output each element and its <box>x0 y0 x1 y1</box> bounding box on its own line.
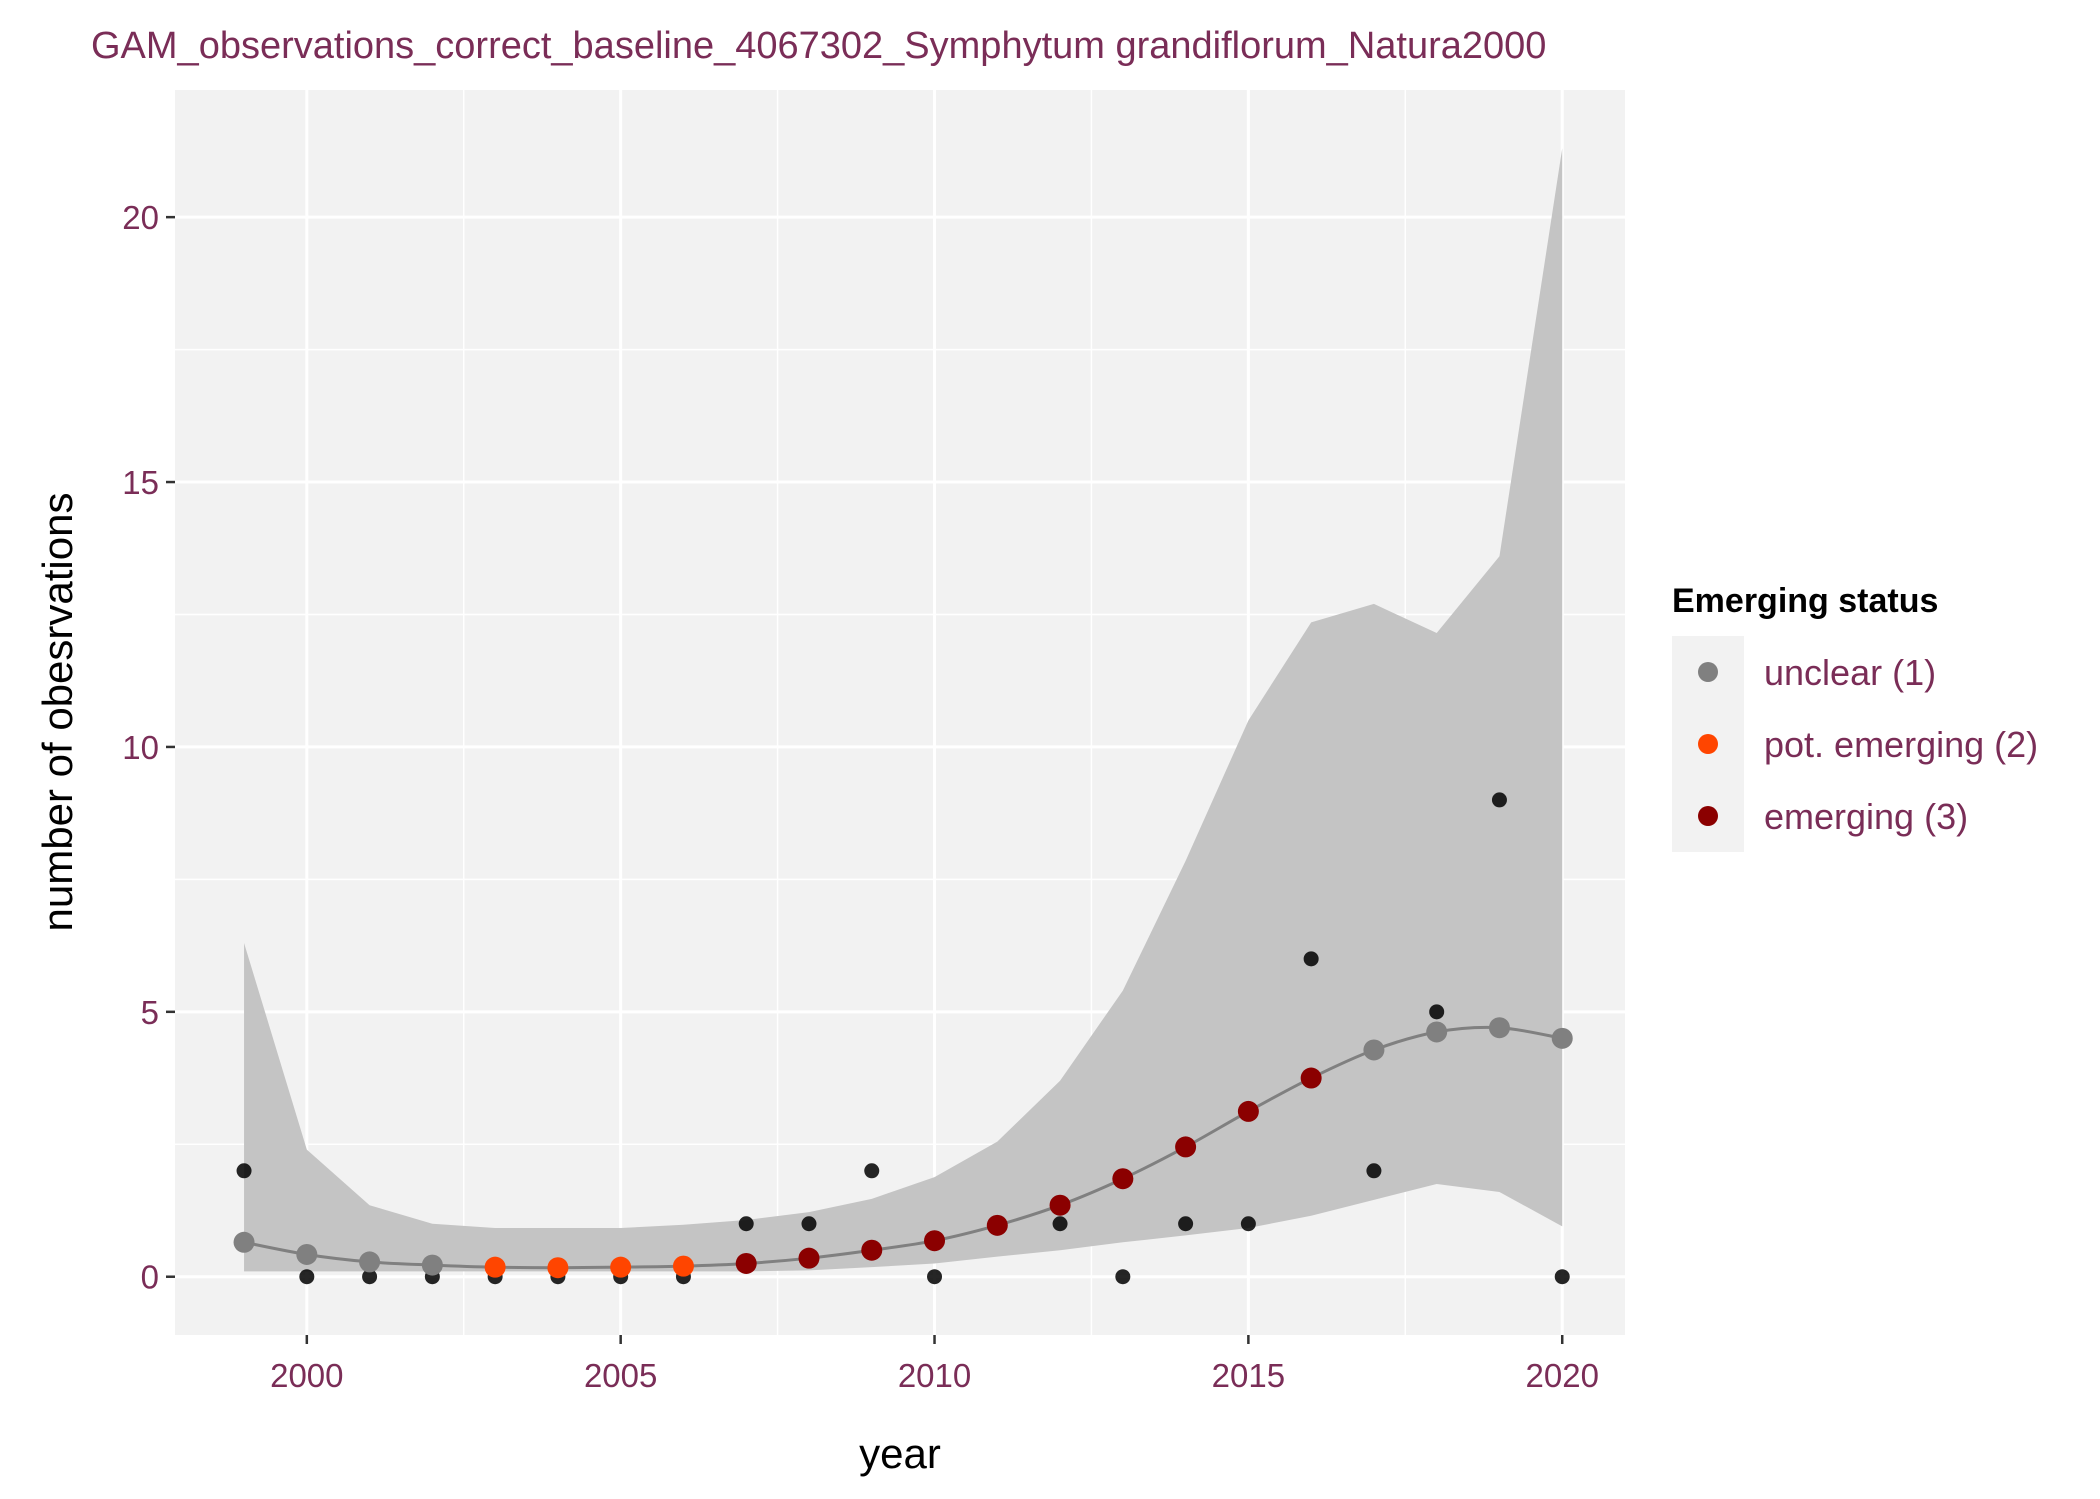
observation-point <box>236 1163 252 1179</box>
fit-point <box>924 1230 946 1252</box>
y-tick-label: 15 <box>122 464 159 501</box>
fit-point <box>1049 1194 1071 1216</box>
x-tick-label: 2020 <box>1526 1357 1599 1394</box>
observation-point <box>1052 1216 1068 1232</box>
legend: Emerging status unclear (1) pot. emergin… <box>1672 582 2038 852</box>
fit-point <box>672 1255 694 1277</box>
fit-point <box>986 1214 1008 1236</box>
fit-point <box>798 1247 820 1269</box>
observation-point <box>1491 792 1507 808</box>
legend-label-unclear: unclear (1) <box>1764 652 1936 693</box>
legend-label-pot-emerging: pot. emerging (2) <box>1764 724 2038 765</box>
x-tick-label: 2000 <box>270 1357 343 1394</box>
x-tick-label: 2015 <box>1212 1357 1285 1394</box>
observation-point <box>1429 1004 1445 1020</box>
x-tick-label: 2010 <box>898 1357 971 1394</box>
fit-point <box>1175 1136 1197 1158</box>
fit-point <box>1426 1021 1448 1043</box>
legend-title: Emerging status <box>1672 582 1938 620</box>
observation-point <box>864 1163 880 1179</box>
fit-point <box>861 1239 883 1261</box>
fit-point <box>296 1243 318 1265</box>
confidence-band <box>244 148 1563 1272</box>
fit-point <box>610 1256 632 1278</box>
fit-point <box>1363 1039 1385 1061</box>
fit-point <box>1551 1027 1573 1049</box>
fit-point <box>484 1256 506 1278</box>
observation-point <box>1366 1163 1382 1179</box>
legend-key-emerging <box>1698 806 1718 826</box>
observation-point <box>801 1216 817 1232</box>
major-gridlines <box>175 90 1625 1335</box>
chart-title: GAM_observations_correct_baseline_406730… <box>91 25 1546 67</box>
y-tick-label: 5 <box>141 994 159 1031</box>
observation-point <box>1554 1269 1570 1285</box>
y-axis-title: number of obesrvations <box>34 493 81 932</box>
fit-point <box>233 1231 255 1253</box>
observation-point <box>1240 1216 1256 1232</box>
legend-label-emerging: emerging (3) <box>1764 796 1968 837</box>
fit-point <box>1112 1168 1134 1190</box>
observation-point <box>927 1269 943 1285</box>
fit-point <box>1300 1067 1322 1089</box>
fit-point <box>421 1254 443 1276</box>
y-tick-label: 0 <box>141 1259 159 1296</box>
confidence-band-area <box>244 148 1563 1272</box>
x-tick-label: 2005 <box>584 1357 657 1394</box>
observation-point <box>1178 1216 1194 1232</box>
observation-point <box>738 1216 754 1232</box>
x-axis-title: year <box>859 1430 941 1477</box>
observation-point <box>1303 951 1319 967</box>
fit-point <box>735 1252 757 1274</box>
fit-point <box>547 1257 569 1279</box>
observation-point <box>1115 1269 1131 1285</box>
observation-points <box>236 792 1570 1285</box>
observation-point <box>362 1269 378 1285</box>
y-tick-label: 10 <box>122 729 159 766</box>
fit-point <box>1488 1017 1510 1039</box>
fit-point <box>1237 1100 1259 1122</box>
y-tick-label: 20 <box>122 199 159 236</box>
legend-key-pot-emerging <box>1698 734 1718 754</box>
y-axis: 0 5 10 15 20 <box>122 199 175 1296</box>
observation-point <box>299 1269 315 1285</box>
fit-point <box>359 1251 381 1273</box>
fit-points <box>233 1017 1573 1279</box>
x-axis: 2000 2005 2010 2015 2020 <box>270 1335 1599 1394</box>
legend-key-unclear <box>1698 662 1718 682</box>
